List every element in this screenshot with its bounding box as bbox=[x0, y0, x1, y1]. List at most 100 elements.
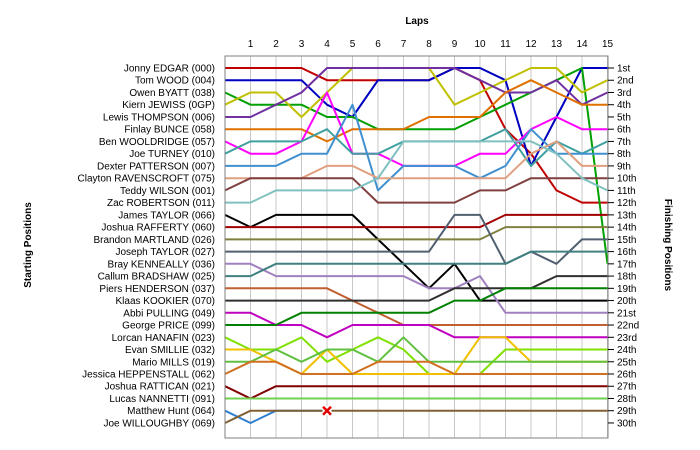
series-line bbox=[224, 385, 608, 400]
driver-name-label: Evan SMILLIE (032) bbox=[125, 345, 215, 356]
lap-tick-label: 7 bbox=[401, 39, 407, 50]
driver-name-label: James TAYLOR (066) bbox=[118, 210, 215, 221]
driver-name-label: Tom WOOD (004) bbox=[135, 76, 215, 87]
driver-name-label: Lucas NANNETTI (091) bbox=[109, 394, 215, 405]
driver-name-label: Finlay BUNCE (058) bbox=[124, 125, 215, 136]
x-axis-title: Laps bbox=[405, 16, 429, 27]
lap-tick-label: 13 bbox=[551, 39, 563, 50]
driver-name-label: Joshua RATTICAN (021) bbox=[105, 382, 215, 393]
finishing-position-label: 14th bbox=[617, 223, 636, 234]
series-line bbox=[225, 213, 608, 265]
driver-name-label: George PRICE (099) bbox=[122, 321, 215, 332]
lap-tick-label: 2 bbox=[273, 39, 279, 50]
plot-background bbox=[225, 56, 608, 438]
finishing-position-label: 30th bbox=[617, 418, 636, 429]
finishing-position-label: 9th bbox=[617, 161, 631, 172]
finishing-position-label: 10th bbox=[617, 174, 636, 185]
series-line bbox=[225, 213, 608, 229]
series-line bbox=[225, 275, 608, 302]
lap-tick-label: 9 bbox=[452, 39, 458, 50]
driver-name-label: Zac ROBERTSON (011) bbox=[107, 198, 215, 209]
lap-tick-label: 11 bbox=[500, 39, 511, 50]
finishing-position-label: 28th bbox=[617, 394, 636, 405]
finishing-position-label: 17th bbox=[617, 259, 636, 270]
lap-tick-labels: 1 2 3 4 5 6 7 8 9 10 11 12 13 14 15 bbox=[248, 39, 614, 50]
series-line bbox=[225, 287, 608, 326]
driver-name-label: Klaas KOOKIER (070) bbox=[116, 296, 215, 307]
finishing-position-label: 19th bbox=[617, 284, 636, 295]
driver-name-label: Joe TURNEY (010) bbox=[129, 149, 215, 160]
finishing-position-label: 29th bbox=[617, 406, 636, 417]
driver-name-label: Callum BRADSHAW (025) bbox=[98, 272, 215, 283]
finishing-position-label: 26th bbox=[617, 370, 636, 381]
lap-tick-label: 14 bbox=[576, 39, 588, 50]
lap-tick-label: 3 bbox=[299, 39, 305, 50]
driver-name-label: Joe WILLOUGHBY (069) bbox=[103, 418, 215, 429]
lap-tick-label: 4 bbox=[324, 39, 330, 50]
driver-name-label: Ben WOOLDRIDGE (057) bbox=[99, 137, 215, 148]
finishing-position-label: 22nd bbox=[617, 321, 639, 332]
driver-name-label: Joseph TAYLOR (027) bbox=[116, 247, 216, 258]
series-lines bbox=[224, 67, 609, 424]
finishing-position-label: 4th bbox=[617, 100, 631, 111]
driver-name-label: Mario MILLS (019) bbox=[132, 357, 215, 368]
finishing-position-label: 12th bbox=[617, 198, 636, 209]
driver-name-label: Clayton RAVENSCROFT (075) bbox=[78, 174, 215, 185]
lap-tick-label: 12 bbox=[525, 39, 537, 50]
lap-tick-label: 5 bbox=[350, 39, 356, 50]
driver-name-label: Bray KENNEALLY (036) bbox=[108, 259, 215, 270]
series-line bbox=[224, 360, 608, 375]
driver-name-label: Abbi PULLING (049) bbox=[123, 308, 215, 319]
markers bbox=[322, 405, 332, 416]
series-line bbox=[225, 336, 608, 363]
starting-position-labels: Jonny EDGAR (000)Tom WOOD (004)Owen BYAT… bbox=[78, 64, 215, 430]
finishing-position-label: 5th bbox=[617, 112, 631, 123]
finishing-position-label: 24th bbox=[617, 345, 636, 356]
finishing-position-label: 27th bbox=[617, 382, 636, 393]
driver-name-label: Brandon MARTLAND (026) bbox=[93, 235, 215, 246]
series-line bbox=[225, 262, 608, 314]
driver-name-label: Teddy WILSON (001) bbox=[120, 186, 215, 197]
finishing-position-label: 8th bbox=[617, 149, 631, 160]
driver-name-label: Jessica HEPPENSTALL (062) bbox=[82, 370, 215, 381]
finishing-position-label: 25th bbox=[617, 357, 636, 368]
series-line bbox=[224, 409, 608, 424]
driver-name-label: Lewis THOMPSON (006) bbox=[103, 112, 215, 123]
finishing-position-label: 2nd bbox=[617, 76, 634, 87]
finishing-position-label: 13th bbox=[617, 210, 636, 221]
driver-name-label: Jonny EDGAR (000) bbox=[124, 64, 215, 75]
series-line bbox=[225, 311, 608, 339]
finishing-position-label: 6th bbox=[617, 125, 631, 136]
finishing-position-label: 3rd bbox=[617, 88, 631, 99]
right-axis-title: Finishing Positions bbox=[662, 199, 673, 292]
lap-tick-label: 8 bbox=[426, 39, 432, 50]
plot-frame bbox=[224, 55, 609, 439]
finishing-position-label: 16th bbox=[617, 247, 636, 258]
finishing-position-label: 18th bbox=[617, 272, 636, 283]
driver-name-label: Owen BYATT (038) bbox=[129, 88, 215, 99]
series-line bbox=[225, 103, 608, 192]
series-line bbox=[225, 79, 608, 143]
series-line bbox=[225, 140, 608, 204]
finishing-position-label: 15th bbox=[617, 235, 636, 246]
driver-name-label: Lorcan HANAFIN (023) bbox=[112, 333, 215, 344]
series-line bbox=[225, 226, 608, 241]
finishing-position-label: 11th bbox=[617, 186, 636, 197]
series-line bbox=[225, 250, 608, 278]
finishing-position-labels: 1st2nd3rd4th5th6th7th8th9th10th11th12th1… bbox=[608, 64, 639, 429]
series-line bbox=[224, 213, 608, 302]
lap-tick-label: 15 bbox=[602, 39, 614, 50]
finishing-position-label: 20th bbox=[617, 296, 636, 307]
finishing-position-label: 1st bbox=[617, 64, 631, 75]
finishing-position-label: 23rd bbox=[617, 333, 637, 344]
driver-name-label: Joshua RAFFERTY (060) bbox=[101, 223, 215, 234]
lap-tick-label: 1 bbox=[248, 39, 254, 50]
left-axis-title: Starting Positions bbox=[23, 202, 34, 288]
driver-name-label: Matthew Hunt (064) bbox=[127, 406, 215, 417]
lap-tick-label: 10 bbox=[474, 39, 486, 50]
series-line bbox=[224, 177, 608, 204]
lap-tick-label: 6 bbox=[375, 39, 381, 50]
driver-name-label: Kiern JEWISS (0GP) bbox=[122, 100, 215, 111]
finishing-position-label: 7th bbox=[617, 137, 631, 148]
